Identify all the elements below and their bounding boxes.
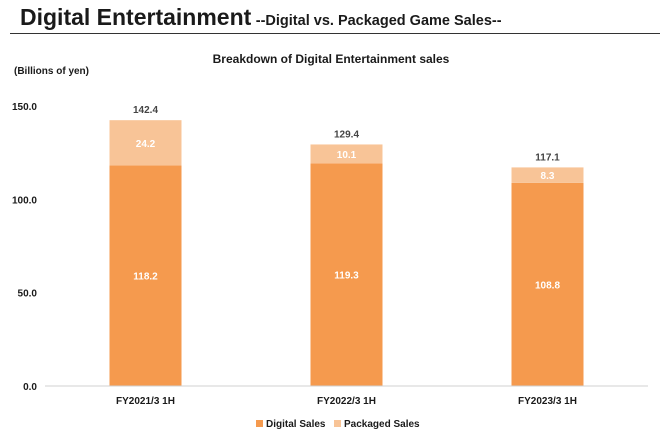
legend-swatch-packaged bbox=[334, 420, 341, 427]
x-category-label: FY2022/3 1H bbox=[317, 396, 376, 407]
bar-total-label: 129.4 bbox=[334, 129, 359, 140]
x-category-label: FY2023/3 1H bbox=[518, 396, 577, 407]
legend-label: Packaged Sales bbox=[344, 419, 420, 430]
y-tick-label: 50.0 bbox=[18, 289, 38, 300]
chart-title: Breakdown of Digital Entertainment sales bbox=[213, 52, 450, 66]
bars-group: 118.2 24.2 142.4 119.3 10.1 129.4 108.8 8.3 117.… bbox=[109, 105, 584, 386]
bar-digital-segment bbox=[109, 165, 182, 386]
segment-value-label: 8.3 bbox=[541, 171, 555, 182]
y-axis-label: (Billions of yen) bbox=[14, 66, 89, 77]
y-tick-label: 100.0 bbox=[12, 195, 37, 206]
page-title: Digital Entertainment bbox=[20, 4, 252, 30]
segment-value-label: 108.8 bbox=[535, 280, 560, 291]
segment-value-label: 24.2 bbox=[136, 139, 156, 150]
bar-total-label: 142.4 bbox=[133, 105, 158, 116]
page-header: Digital Entertainment --Digital vs. Pack… bbox=[20, 4, 502, 31]
legend-swatch-digital bbox=[256, 420, 263, 427]
y-tick-label: 0.0 bbox=[23, 382, 37, 393]
segment-value-label: 10.1 bbox=[337, 150, 357, 161]
bar-packaged-segment bbox=[511, 167, 584, 183]
legend-label: Digital Sales bbox=[266, 419, 326, 430]
bar-packaged-segment bbox=[310, 144, 383, 164]
x-axis-categories: FY2021/3 1H FY2022/3 1H FY2023/3 1H bbox=[116, 396, 577, 407]
y-axis-ticks: 0.0 50.0 100.0 150.0 bbox=[12, 102, 37, 393]
x-category-label: FY2021/3 1H bbox=[116, 396, 175, 407]
bar-packaged-segment bbox=[109, 120, 182, 166]
y-tick-label: 150.0 bbox=[12, 102, 37, 113]
bar-digital-segment bbox=[511, 182, 584, 386]
bar-total-label: 117.1 bbox=[535, 152, 560, 163]
segment-value-label: 119.3 bbox=[334, 271, 359, 282]
page-subtitle: --Digital vs. Packaged Game Sales-- bbox=[255, 13, 502, 29]
legend: Digital Sales Packaged Sales bbox=[256, 419, 420, 430]
header-divider bbox=[10, 33, 660, 34]
segment-value-label: 118.2 bbox=[133, 272, 158, 283]
bar-digital-segment bbox=[310, 163, 383, 386]
